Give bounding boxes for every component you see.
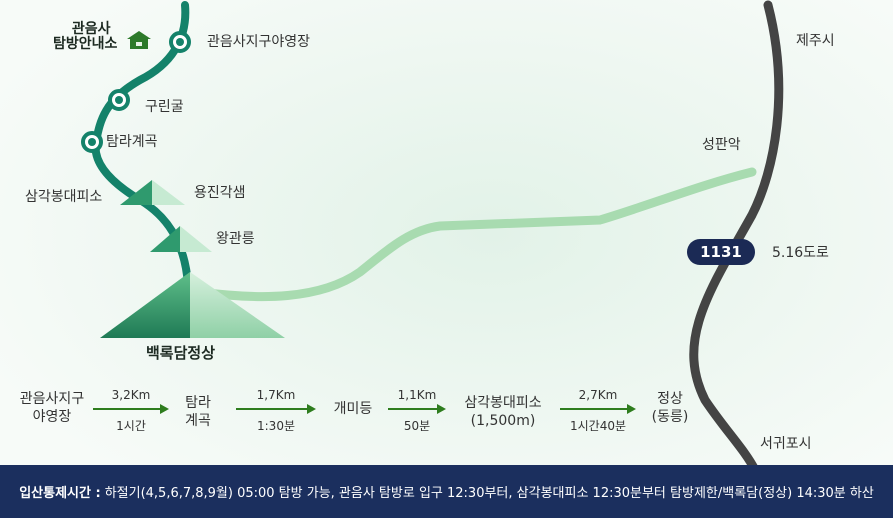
samgakbong-label: 삼각봉대피소 (25, 189, 103, 205)
info-center-label: 관음사 탐방안내소 (53, 21, 117, 53)
leg-distance: 1,1Km (397, 388, 437, 402)
arrow-right-icon (93, 404, 169, 414)
leg-time: 1시간 (116, 419, 146, 433)
route-stop: 관음사지구 야영장 (12, 390, 92, 426)
seongpanak-label: 성판악 (702, 137, 741, 153)
arrow-right-icon (236, 404, 316, 414)
peak-icon (150, 226, 212, 252)
seongpanak-trail (195, 167, 757, 302)
tamra-valley-label: 탐라계곡 (106, 134, 158, 150)
road-number-badge: 1131 (687, 239, 755, 265)
arrow-right-icon (560, 404, 636, 414)
arrow-right-icon (388, 404, 446, 414)
highway-516 (689, 0, 784, 475)
route-stop: 탐라 계곡 (178, 394, 218, 430)
route-leg: 3,2Km 1시간 (93, 388, 169, 434)
trail-node-icon (81, 131, 103, 153)
seogwipo-label: 서귀포시 (760, 436, 812, 452)
route-stop-line1: 정상 (657, 391, 683, 407)
route-leg: 1,1Km 50분 (388, 388, 446, 434)
route-stop-line1: 관음사지구 (19, 391, 85, 407)
gurin-cave-label: 구린굴 (145, 99, 184, 115)
route-stop-line2: (동릉) (651, 409, 689, 425)
access-control-banner: 입산통제시간 : 하절기(4,5,6,7,8,9월) 05:00 탐방 가능, … (0, 465, 893, 518)
route-stop: 삼각봉대피소 (1,500m) (453, 394, 553, 430)
banner-title: 입산통제시간 : (19, 486, 101, 501)
leg-time: 1:30분 (257, 419, 295, 433)
route-stop-line2: (1,500m) (470, 413, 536, 429)
campground-label: 관음사지구야영장 (207, 34, 311, 50)
road-516-label: 5.16도로 (772, 245, 829, 261)
jeju-city-label: 제주시 (796, 33, 835, 49)
wanggwan-label: 왕관릉 (216, 231, 255, 247)
route-stop: 정상 (동릉) (642, 390, 698, 426)
leg-time: 50분 (403, 419, 431, 433)
route-stop: 개미등 (328, 400, 378, 418)
route-stop-line1: 개미등 (333, 401, 373, 417)
leg-distance: 1,7Km (256, 388, 296, 402)
summit-label: 백록담정상 (146, 344, 216, 362)
house-icon (127, 31, 151, 49)
trail-node-icon (108, 89, 130, 111)
leg-time: 1시간40분 (569, 419, 627, 433)
leg-distance: 2,7Km (578, 388, 618, 402)
route-leg: 2,7Km 1시간40분 (560, 388, 636, 434)
route-stop-line1: 삼각봉대피소 (464, 395, 542, 411)
trail-node-icon (169, 31, 191, 53)
route-stop-line2: 야영장 (32, 409, 72, 425)
banner-text: 하절기(4,5,6,7,8,9월) 05:00 탐방 가능, 관음사 탐방로 입… (104, 486, 874, 501)
peak-icon (100, 272, 285, 338)
route-stop-line1: 탐라 (185, 395, 211, 411)
route-summary: 관음사지구 야영장 3,2Km 1시간 탐라 계곡 1,7Km 1:30분 개미… (0, 388, 893, 458)
route-stop-line2: 계곡 (185, 413, 211, 429)
route-leg: 1,7Km 1:30분 (236, 388, 316, 434)
info-center-line1: 관음사 (71, 21, 111, 37)
peak-icon (120, 180, 185, 205)
info-center-line2: 탐방안내소 (53, 36, 118, 53)
yongjin-label: 용진각샘 (194, 185, 246, 201)
leg-distance: 3,2Km (111, 388, 151, 402)
